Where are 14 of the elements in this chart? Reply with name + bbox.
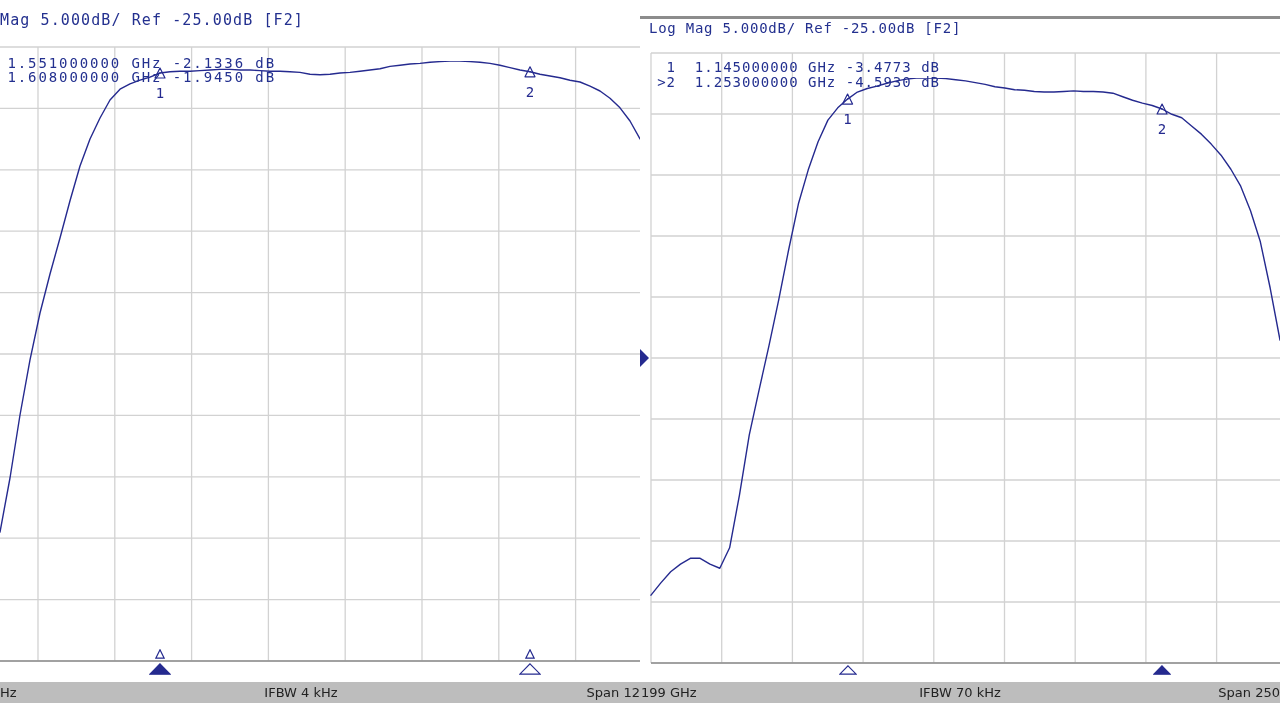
chart-title: Log Mag 5.000dB/ Ref -25.00dB [F2] (649, 19, 962, 37)
text: IFBW 4 kHz (264, 684, 338, 701)
text: Hz (0, 684, 17, 701)
text: 1 1.145000000 GHz -3.4773 dB (665, 59, 940, 76)
annotation: 2 (1157, 121, 1167, 137)
annotation: 1.551000000 GHz -2.1336 dB (7, 54, 276, 71)
annotation: 2 (525, 83, 535, 100)
text: Span 12 (586, 684, 640, 701)
annotation: 1 (155, 85, 165, 101)
text: IFBW 70 kHz (919, 684, 1001, 701)
chart-title: Mag 5.000dB/ Ref -25.00dB [F2] (0, 10, 304, 30)
text: 199 GHz (641, 684, 697, 701)
annotation: 1 (843, 111, 852, 128)
text: Span 250 (1218, 684, 1280, 701)
